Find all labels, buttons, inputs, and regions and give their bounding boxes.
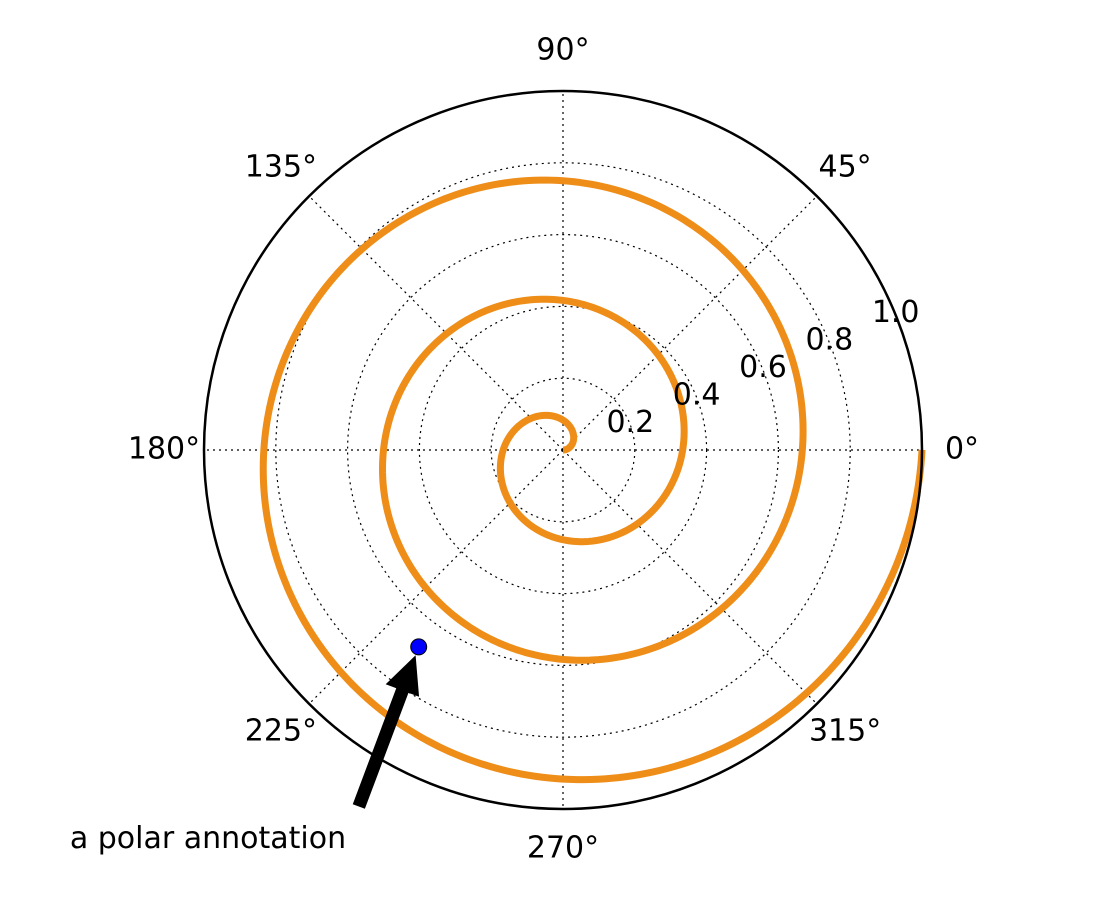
theta-tick-label: 315° <box>809 714 881 749</box>
r-grid-circle-3 <box>275 162 851 738</box>
frame-layer <box>202 89 924 811</box>
r-grid-circle-2 <box>347 234 779 666</box>
annotation-point-marker <box>410 638 428 656</box>
theta-tick-layer: 0° 45° 90° 135° 180° 225° 270° 315° <box>128 33 979 866</box>
r-tick-label: 0.8 <box>805 323 853 358</box>
polar-frame <box>202 89 924 811</box>
theta-tick-label: 225° <box>245 714 317 749</box>
theta-tick-label: 135° <box>245 149 317 184</box>
annotation-layer: a polar annotation <box>70 638 428 856</box>
r-tick-label: 0.4 <box>673 378 721 413</box>
spiral-series-0 <box>259 176 926 784</box>
grid-layer <box>204 91 922 809</box>
r-tick-label: 0.6 <box>739 350 787 385</box>
theta-grid-line-3 <box>308 195 564 451</box>
r-tick-label: 1.0 <box>872 295 920 330</box>
series-layer <box>259 176 926 784</box>
annotation-text: a polar annotation <box>70 821 346 856</box>
theta-tick-label: 45° <box>819 149 872 184</box>
theta-grid-line-5 <box>308 449 564 705</box>
theta-tick-label: 180° <box>128 432 200 467</box>
theta-grid-line-7 <box>562 449 818 705</box>
r-grid-circle-0 <box>490 377 636 523</box>
r-grid-circle-1 <box>418 305 708 595</box>
theta-tick-label: 270° <box>527 831 599 866</box>
theta-tick-label: 0° <box>945 432 979 467</box>
r-tick-label: 0.2 <box>606 405 654 440</box>
annotation-arrow <box>352 655 420 809</box>
r-tick-layer: 0.2 0.4 0.6 0.8 1.0 <box>606 295 919 440</box>
theta-tick-label: 90° <box>536 33 589 68</box>
